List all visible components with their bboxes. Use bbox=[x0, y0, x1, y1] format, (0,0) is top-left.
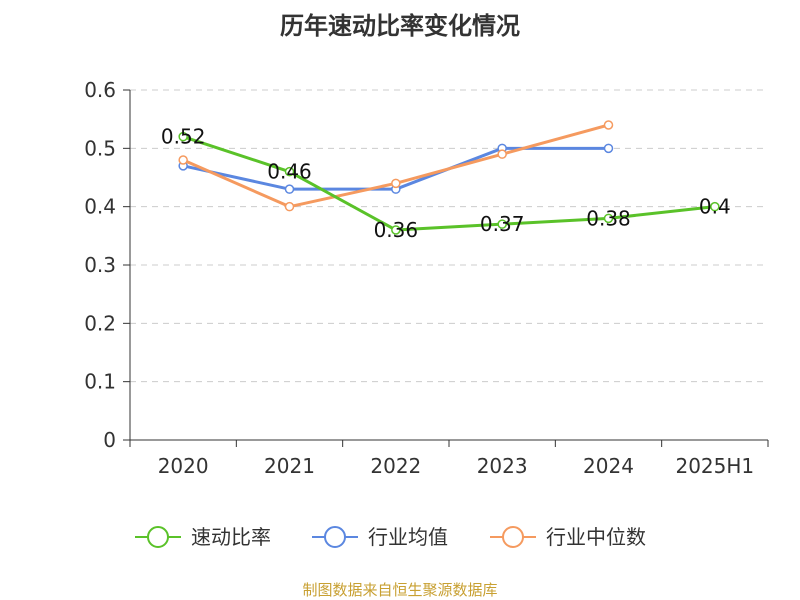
y-tick-label: 0.3 bbox=[84, 253, 116, 277]
legend[interactable]: 速动比率 行业均值 行业中位数 bbox=[135, 525, 646, 549]
data-labels: 0.52 0.46 0.36 0.37 0.38 0.4 bbox=[161, 125, 731, 242]
x-tick-label: 2025H1 bbox=[675, 454, 754, 478]
legend-label: 行业中位数 bbox=[546, 525, 646, 549]
data-point[interactable] bbox=[391, 178, 401, 189]
series-lines bbox=[178, 120, 720, 235]
data-point[interactable] bbox=[178, 155, 188, 165]
data-label: 0.4 bbox=[699, 195, 731, 219]
legend-label: 速动比率 bbox=[191, 525, 271, 549]
series-line bbox=[182, 135, 715, 232]
legend-label: 行业均值 bbox=[368, 525, 448, 549]
y-tick-label: 0 bbox=[103, 428, 116, 452]
data-point[interactable] bbox=[284, 184, 295, 194]
data-point[interactable] bbox=[603, 213, 614, 224]
data-point[interactable] bbox=[391, 225, 401, 235]
series-1 bbox=[178, 143, 614, 194]
data-label: 0.46 bbox=[267, 160, 312, 184]
source-note: 制图数据来自恒生聚源数据库 bbox=[302, 581, 497, 599]
legend-item[interactable]: 行业均值 bbox=[312, 525, 448, 549]
data-point[interactable] bbox=[603, 120, 614, 130]
x-tick-label: 2021 bbox=[264, 454, 315, 478]
y-tick-label: 0.5 bbox=[84, 136, 116, 160]
axes: 0 0.1 0.2 0.3 0.4 0.5 0.6 2020 2021 2022 2023 2024 2… bbox=[84, 78, 769, 478]
chart-title: 历年速动比率变化情况 bbox=[280, 12, 520, 40]
data-point[interactable] bbox=[284, 166, 295, 177]
data-point[interactable] bbox=[603, 143, 614, 154]
data-label: 0.52 bbox=[161, 125, 206, 149]
x-tick-label: 2022 bbox=[370, 454, 421, 478]
y-tick-label: 0.1 bbox=[84, 370, 116, 394]
grid-lines bbox=[130, 89, 768, 383]
legend-marker-icon bbox=[502, 526, 524, 548]
data-point[interactable] bbox=[710, 201, 720, 212]
data-point[interactable] bbox=[178, 131, 188, 142]
data-label: 0.38 bbox=[586, 206, 631, 230]
legend-item[interactable]: 行业中位数 bbox=[490, 525, 646, 549]
legend-marker-icon bbox=[147, 526, 169, 548]
x-tick-label: 2020 bbox=[158, 454, 209, 478]
series-0 bbox=[178, 131, 720, 235]
series-2 bbox=[178, 120, 614, 212]
y-tick-label: 0.6 bbox=[84, 78, 116, 102]
legend-item[interactable]: 速动比率 bbox=[135, 525, 271, 549]
data-point[interactable] bbox=[497, 219, 507, 229]
data-label: 0.36 bbox=[374, 218, 419, 242]
y-tick-label: 0.4 bbox=[84, 195, 116, 219]
data-label: 0.37 bbox=[480, 212, 525, 236]
data-point[interactable] bbox=[284, 201, 295, 212]
x-tick-label: 2023 bbox=[477, 454, 528, 478]
y-tick-label: 0.2 bbox=[84, 311, 116, 335]
data-point[interactable] bbox=[497, 149, 507, 159]
series-line bbox=[182, 123, 609, 209]
legend-marker-icon bbox=[324, 526, 346, 548]
x-tick-label: 2024 bbox=[583, 454, 634, 478]
